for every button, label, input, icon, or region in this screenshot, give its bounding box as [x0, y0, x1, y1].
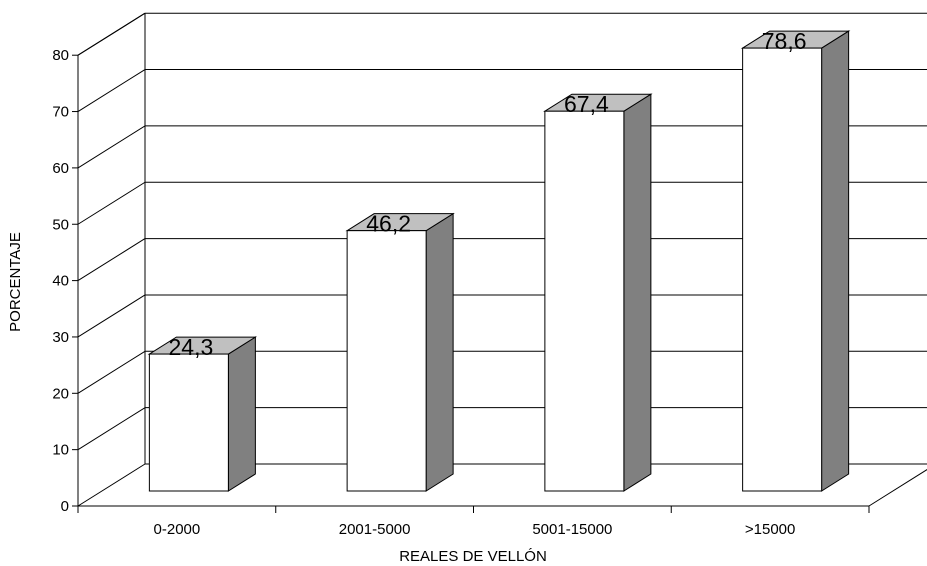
- gridline-side: [77, 69, 146, 112]
- floor-right-edge: [868, 469, 927, 507]
- data-labels: 24,3 46,2 67,4 78,6: [168, 28, 806, 360]
- y-tick-label: 30: [52, 329, 69, 346]
- x-category-label: 2001-5000: [339, 521, 411, 538]
- bars: [147, 30, 851, 492]
- gridline-side: [77, 294, 146, 338]
- y-tick-label: 60: [52, 160, 69, 177]
- bar-front: [742, 47, 823, 492]
- bar: [543, 93, 653, 492]
- y-tick-labels: 0 10 20 30 40 50 60 70 80: [52, 47, 69, 515]
- y-tick-label: 80: [52, 47, 69, 64]
- gridline-side: [77, 125, 146, 169]
- bar: [345, 212, 455, 492]
- y-tick-label: 0: [61, 498, 69, 515]
- bar-side: [821, 30, 850, 492]
- y-tick-label: 20: [52, 385, 69, 402]
- gridline-side: [77, 350, 146, 394]
- axes: [72, 54, 870, 513]
- y-tick-label: 40: [52, 273, 69, 290]
- gridline-side: [77, 181, 146, 225]
- data-label: 24,3: [168, 334, 213, 360]
- x-category-label: 0-2000: [154, 521, 201, 538]
- x-category-label: 5001-15000: [532, 521, 612, 538]
- bar-side: [227, 336, 256, 492]
- bar-front: [148, 353, 229, 492]
- bar-side: [425, 212, 454, 492]
- gridline-side: [77, 407, 146, 451]
- y-axis-title: PORCENTAJE: [7, 232, 24, 332]
- y-tick-label: 50: [52, 216, 69, 233]
- x-axis-title: REALES DE VELLÓN: [399, 548, 547, 565]
- bar: [147, 336, 258, 492]
- gridline-side: [77, 238, 146, 282]
- bar-side: [623, 93, 652, 492]
- gridline-side: [77, 12, 146, 56]
- data-label: 46,2: [366, 211, 411, 237]
- bar-front: [346, 230, 427, 492]
- data-label: 67,4: [564, 91, 609, 117]
- floor-left-edge: [77, 463, 146, 507]
- data-label: 78,6: [762, 28, 807, 54]
- y-tick-label: 70: [52, 104, 69, 121]
- bar-front: [544, 110, 625, 492]
- y-tick-label: 10: [52, 442, 69, 459]
- bar: [740, 30, 851, 492]
- x-category-label: >15000: [745, 521, 795, 538]
- x-category-labels: 0-2000 2001-5000 5001-15000 >15000: [154, 521, 796, 538]
